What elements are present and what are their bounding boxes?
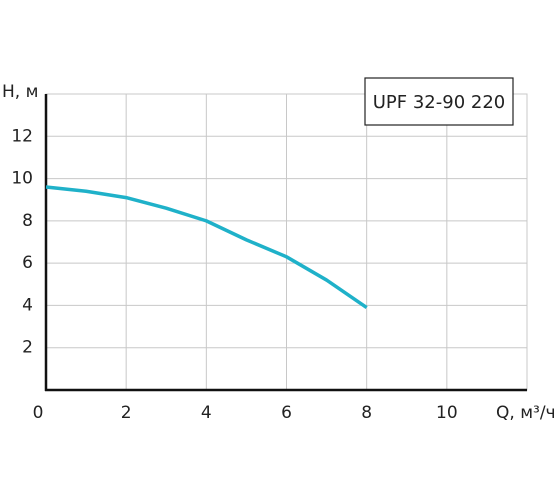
x-tick-label: 8 (361, 403, 372, 423)
y-tick-label: 4 (22, 295, 33, 315)
x-tick-label: 10 (436, 403, 458, 423)
y-tick-label: 12 (11, 126, 33, 146)
y-tick-label: 10 (11, 169, 33, 189)
x-tick-label: 2 (121, 403, 132, 423)
x-tick-label: 6 (281, 403, 292, 423)
legend-box (364, 77, 514, 126)
x-tick-label: 0 (33, 403, 44, 423)
y-tick-label: 8 (22, 211, 33, 231)
x-tick-label: 4 (201, 403, 212, 423)
y-tick-label: 6 (22, 253, 33, 273)
legend-label: UPF 32-90 220 (373, 92, 506, 113)
y-tick-label: 2 (22, 338, 33, 358)
line-series (45, 185, 368, 309)
x-axis-label: Q, м³/ч (496, 403, 556, 423)
y-axis-label: H, м (2, 82, 38, 102)
